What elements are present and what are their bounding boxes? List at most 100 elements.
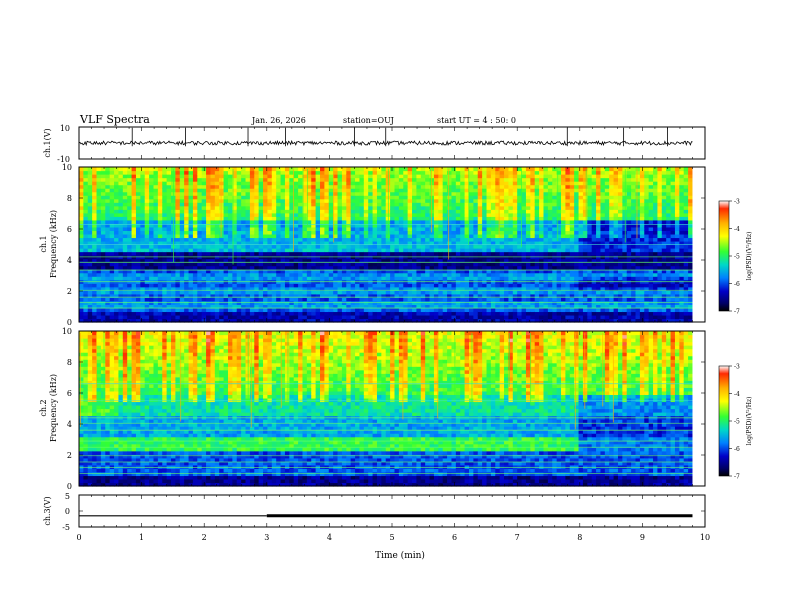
spectrogram-cell bbox=[153, 188, 159, 193]
spectrogram-cell bbox=[429, 205, 435, 210]
spectrogram-cell bbox=[197, 244, 203, 249]
spectrogram-cell bbox=[320, 286, 325, 291]
spectrogram-cell bbox=[171, 283, 177, 288]
spectrogram-cell bbox=[368, 251, 374, 256]
spectrogram-cell bbox=[372, 269, 378, 274]
spectrogram-cell bbox=[284, 216, 290, 221]
spectrogram-cell bbox=[83, 188, 89, 193]
spectrogram-cell bbox=[201, 237, 207, 242]
spectrogram-cell bbox=[442, 283, 448, 288]
spectrogram-cell bbox=[223, 269, 229, 274]
spectrogram-cell bbox=[83, 251, 89, 256]
spectrogram-cell bbox=[87, 177, 93, 182]
spectrogram-cell bbox=[473, 269, 479, 274]
spectrogram-cell bbox=[486, 286, 492, 291]
spectrogram-cell bbox=[192, 269, 198, 274]
spectrogram-cell bbox=[289, 265, 295, 270]
spectrogram-cell bbox=[543, 269, 549, 274]
spectrogram-cell bbox=[363, 318, 369, 323]
spectrogram-cell bbox=[346, 276, 352, 281]
spectrogram-cell bbox=[109, 202, 115, 207]
spectrogram-cell bbox=[289, 223, 295, 228]
spectrogram-cell bbox=[525, 230, 531, 235]
spectrogram-cell bbox=[390, 304, 396, 309]
spectrogram-cell bbox=[473, 297, 479, 302]
spectrogram-cell bbox=[539, 293, 545, 298]
spectrogram-cell bbox=[556, 314, 562, 320]
spectrogram-cell bbox=[315, 248, 321, 253]
spectrogram-cell bbox=[429, 226, 435, 232]
spectrogram-cell bbox=[508, 248, 514, 253]
spectrogram-cell bbox=[420, 276, 426, 281]
spectrogram-cell bbox=[376, 233, 382, 239]
spectrogram-cell bbox=[468, 167, 474, 172]
spectrogram-cell bbox=[372, 188, 378, 193]
spectrogram-cell bbox=[425, 297, 431, 302]
spectrogram-cell bbox=[206, 198, 212, 203]
spectrogram-cell bbox=[293, 226, 299, 232]
spectrogram-cell bbox=[192, 318, 198, 323]
spectrogram-cell bbox=[442, 237, 448, 242]
spectrogram-cell bbox=[122, 202, 128, 207]
spectrogram-cell bbox=[394, 195, 400, 200]
spectrogram-cell bbox=[157, 170, 163, 175]
spectrogram-cell bbox=[333, 248, 339, 253]
spectrogram-cell bbox=[184, 307, 190, 313]
spectrogram-cell bbox=[188, 265, 194, 270]
spectrogram-cell bbox=[254, 209, 260, 214]
spectrogram-cell bbox=[363, 262, 369, 267]
spectrogram-cell bbox=[271, 262, 277, 267]
spectrogram-cell bbox=[420, 205, 426, 210]
spectrogram-cell bbox=[521, 230, 527, 235]
spectrogram-cell bbox=[403, 223, 409, 228]
spectrogram-cell bbox=[192, 188, 198, 193]
spectrogram-cell bbox=[219, 226, 225, 232]
spectrogram-cell bbox=[394, 170, 400, 175]
spectrogram-cell bbox=[223, 181, 229, 186]
spectrogram-cell bbox=[534, 174, 540, 179]
spectrogram-cell bbox=[429, 307, 435, 313]
spectrogram-cell bbox=[131, 240, 137, 246]
spectrogram-cell bbox=[192, 216, 198, 221]
spectrogram-cell bbox=[346, 244, 352, 249]
spectrogram-cell bbox=[530, 226, 536, 232]
spectrogram-cell bbox=[530, 272, 536, 277]
spectrogram-cell bbox=[122, 177, 128, 182]
spectrogram-cell bbox=[157, 244, 163, 249]
spectrogram-cell bbox=[473, 240, 479, 246]
spectrogram-cell bbox=[517, 223, 523, 228]
spectrogram-cell bbox=[135, 184, 141, 189]
spectrogram-cell bbox=[162, 177, 168, 182]
spectrogram-cell bbox=[162, 170, 168, 175]
spectrogram-cell bbox=[153, 216, 159, 221]
spectrogram-cell bbox=[92, 265, 98, 270]
spectrogram-cell bbox=[473, 177, 479, 182]
spectrogram-cell bbox=[346, 283, 352, 288]
spectrogram-cell bbox=[162, 237, 168, 242]
spectrogram-cell bbox=[227, 297, 233, 302]
spectrogram-cell bbox=[109, 184, 115, 189]
spectrogram-cell bbox=[512, 251, 518, 256]
spectrogram-cell bbox=[460, 226, 466, 232]
spectrogram-cell bbox=[100, 304, 106, 309]
spectrogram-cell bbox=[162, 307, 168, 313]
spectrogram-cell bbox=[197, 258, 203, 263]
spectrogram-cell bbox=[311, 286, 317, 291]
spectrogram-cell bbox=[460, 314, 466, 320]
ch1-ylabel: ch.1(V) bbox=[43, 128, 52, 157]
spectrogram-cell bbox=[525, 258, 531, 263]
spectrogram-cell bbox=[473, 272, 479, 277]
spectrogram-cell bbox=[227, 293, 233, 298]
spectrogram-cell bbox=[521, 272, 527, 277]
spectrogram-cell bbox=[372, 297, 378, 302]
spectrogram-cell bbox=[122, 293, 128, 298]
spectrogram-cell bbox=[433, 269, 439, 274]
spectrogram-cell bbox=[350, 297, 356, 302]
spectrogram-cell bbox=[552, 233, 558, 239]
spectrogram-cell bbox=[241, 216, 247, 221]
spectrogram-cell bbox=[561, 251, 567, 256]
spectrogram-cell bbox=[105, 318, 111, 323]
spectrogram-cell bbox=[162, 272, 168, 277]
spectrogram-cell bbox=[289, 283, 295, 288]
spectrogram-cell bbox=[412, 188, 418, 193]
